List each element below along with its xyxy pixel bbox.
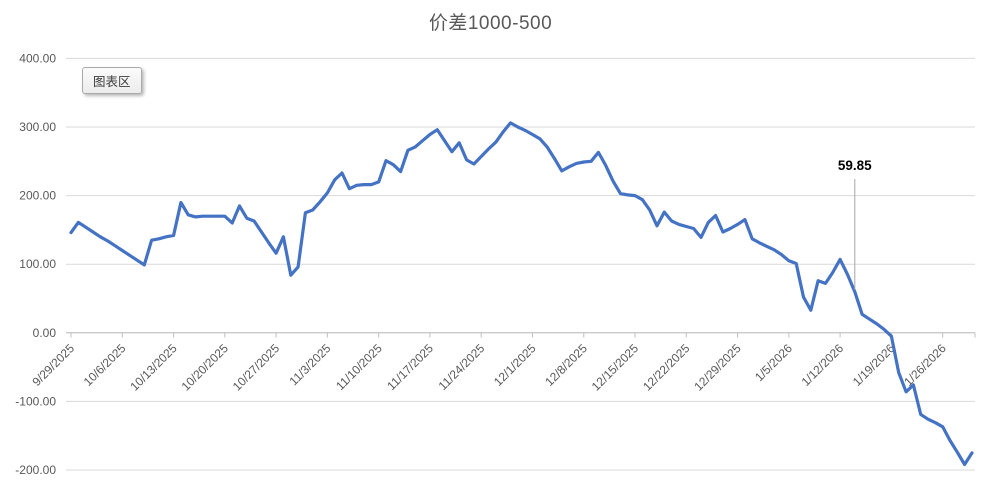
x-axis-tick-label: 10/20/2025 <box>179 341 232 394</box>
x-axis-tick-label: 1/12/2026 <box>799 341 847 389</box>
y-axis-tick-label: 200.00 <box>19 189 56 203</box>
x-axis-tick-label: 1/26/2026 <box>901 341 949 389</box>
x-axis-tick-label: 10/13/2025 <box>127 341 180 394</box>
series-line[interactable] <box>69 121 974 467</box>
data-label[interactable]: 59.85 <box>838 158 872 173</box>
x-axis-tick-label: 9/29/2025 <box>29 341 77 389</box>
x-axis-tick-label: 12/8/2025 <box>542 341 590 389</box>
x-axis-tick-label: 11/10/2025 <box>333 341 385 393</box>
x-axis-tick-label: 11/24/2025 <box>436 341 488 393</box>
y-axis-tick-label: 100.00 <box>19 257 56 271</box>
y-axis-tick-label: 400.00 <box>19 51 56 65</box>
x-axis-tick-label: 12/22/2025 <box>640 341 693 394</box>
x-axis-tick-label: 1/19/2026 <box>850 341 898 389</box>
x-axis-tick-label: 10/27/2025 <box>230 341 283 394</box>
x-axis-tick-label: 11/3/2025 <box>286 341 333 388</box>
x-axis-tick-label: 1/5/2026 <box>752 341 795 384</box>
y-axis-tick-label: -100.00 <box>15 394 56 408</box>
x-axis-tick-label: 12/29/2025 <box>691 341 744 394</box>
chart-title: 价差1000-500 <box>428 13 553 34</box>
x-axis-tick-label: 11/17/2025 <box>384 341 436 393</box>
y-axis-tick-label: 300.00 <box>19 120 56 134</box>
y-axis-tick-label: 0.00 <box>33 326 57 340</box>
x-axis-tick-label: 12/15/2025 <box>589 341 642 394</box>
chart-area-tooltip: 图表区 <box>82 67 142 94</box>
x-axis-tick-label: 10/6/2025 <box>81 341 129 389</box>
x-axis-tick-label: 12/1/2025 <box>491 341 539 389</box>
y-axis-tick-label: -200.00 <box>15 463 56 477</box>
